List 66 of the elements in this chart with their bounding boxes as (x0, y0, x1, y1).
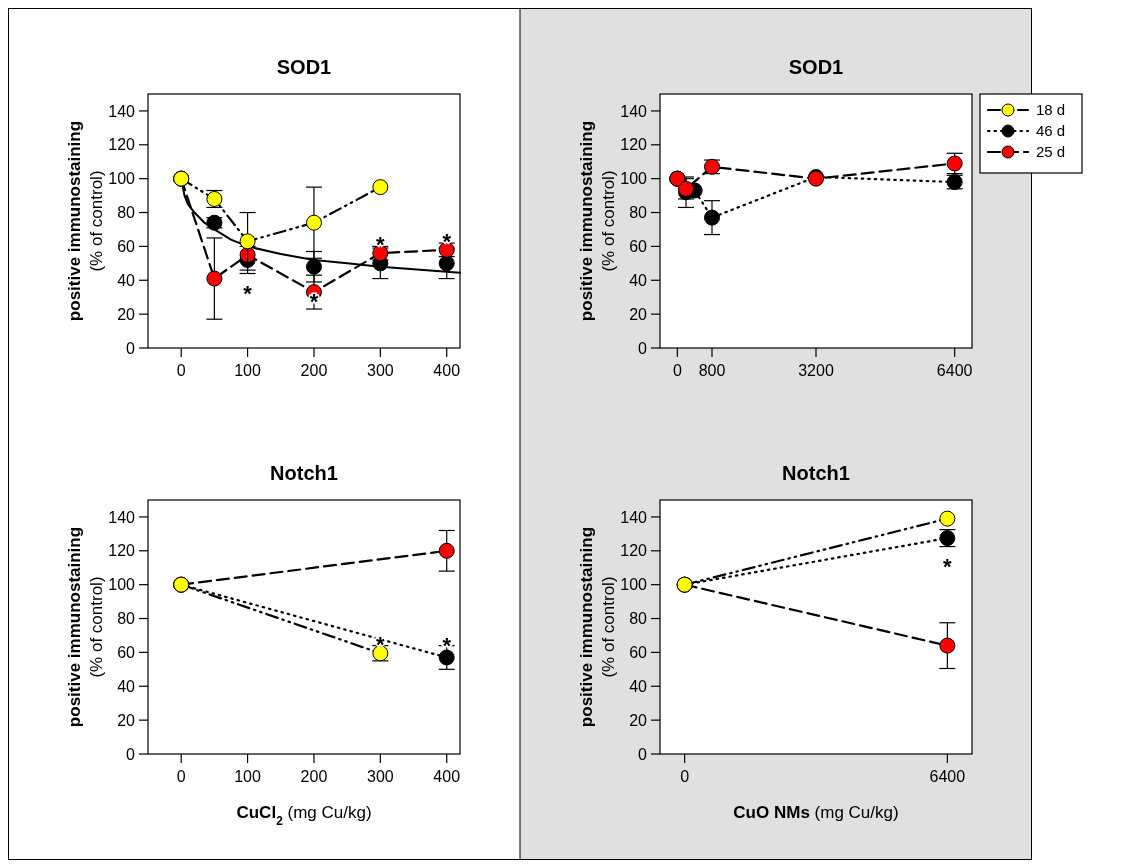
y-tick-label: 20 (117, 305, 136, 323)
y-tick-label: 140 (108, 508, 136, 526)
y-tick-label: 80 (117, 204, 136, 222)
y-tick-label: 40 (629, 677, 648, 695)
y-tick-label: 140 (620, 102, 648, 120)
y-tick-label: 120 (108, 542, 136, 560)
y-tick-label: 100 (108, 576, 136, 594)
x-axis-title: CuO NMs (mg Cu/kg) (733, 803, 899, 822)
x-tick-label: 6400 (929, 768, 966, 785)
y-tick-label: 140 (108, 102, 136, 120)
legend-label: 46 d (1036, 122, 1066, 140)
x-tick-label: 400 (433, 362, 461, 379)
y-tick-label: 60 (629, 238, 648, 255)
x-tick-label: 200 (300, 362, 328, 379)
y-tick-label: 40 (629, 271, 648, 289)
y-tick-label: 20 (629, 711, 648, 729)
y-tick-label: 120 (620, 136, 648, 154)
y-tick-label: 20 (117, 711, 136, 729)
annotation: * (943, 553, 953, 579)
annotation: * (442, 228, 452, 254)
y-tick-label: 0 (126, 745, 136, 763)
chart-title: Notch1 (782, 462, 850, 484)
y-tick-label: 120 (108, 136, 136, 154)
chart-title: SOD1 (276, 56, 332, 78)
y-tick-label: 60 (117, 644, 136, 661)
y-tick-label: 40 (117, 677, 136, 695)
y-tick-label: 0 (638, 745, 648, 763)
x-tick-label: 0 (672, 362, 682, 379)
y-tick-label: 140 (620, 508, 648, 526)
x-tick-label: 6400 (936, 362, 973, 379)
y-tick-label: 100 (620, 170, 648, 188)
y-tick-label: 60 (117, 238, 136, 255)
x-axis-title: CuCl$_{2}$ (mg Cu/kg) (236, 803, 372, 828)
annotation: * (309, 289, 319, 315)
x-tick-label: 100 (234, 362, 262, 379)
y-tick-label: 120 (620, 542, 648, 560)
x-tick-label: 800 (698, 362, 726, 379)
x-tick-label: 0 (176, 768, 186, 785)
y-tick-label: 0 (126, 339, 136, 357)
x-tick-label: 400 (433, 768, 461, 785)
y-axis-title: positive immunostaining (% of control) (65, 120, 106, 322)
x-tick-label: 100 (234, 768, 262, 785)
annotation: * (243, 280, 253, 306)
y-tick-label: 100 (620, 576, 648, 594)
x-tick-label: 3200 (798, 362, 834, 379)
y-tick-label: 40 (117, 271, 136, 289)
y-axis-title: positive immunostaining (% of control) (65, 526, 106, 728)
legend-label: 18 d (1036, 101, 1066, 119)
y-tick-label: 80 (629, 610, 648, 628)
x-tick-label: 0 (680, 768, 690, 785)
annotation: * (376, 232, 386, 258)
legend-label: 25 d (1036, 143, 1066, 161)
x-tick-label: 300 (366, 362, 394, 379)
y-tick-label: 100 (108, 170, 136, 188)
chart-title: SOD1 (788, 56, 844, 78)
y-axis-title: positive immunostaining (% of control) (577, 120, 618, 322)
y-tick-label: 80 (117, 610, 136, 628)
x-tick-label: 0 (176, 362, 186, 379)
y-tick-label: 20 (629, 305, 648, 323)
y-tick-label: 0 (638, 339, 648, 357)
y-tick-label: 60 (629, 644, 648, 661)
y-tick-label: 80 (629, 204, 648, 222)
x-tick-label: 300 (366, 768, 394, 785)
x-tick-label: 200 (300, 768, 328, 785)
y-axis-title: positive immunostaining (% of control) (577, 526, 618, 728)
chart-title: Notch1 (270, 462, 338, 484)
